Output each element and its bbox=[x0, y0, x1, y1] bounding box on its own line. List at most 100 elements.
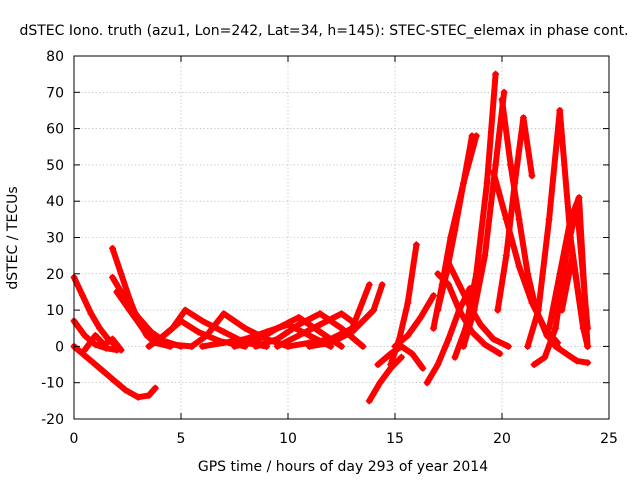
series-line bbox=[392, 292, 437, 350]
y-tick-label: 10 bbox=[46, 303, 64, 319]
data-point bbox=[483, 179, 491, 187]
data-point bbox=[87, 310, 95, 318]
data-point bbox=[188, 342, 196, 350]
y-tick-label: 60 bbox=[46, 122, 64, 138]
data-point bbox=[96, 364, 104, 372]
data-point bbox=[295, 332, 303, 340]
data-point bbox=[220, 339, 228, 347]
data-point bbox=[81, 332, 89, 340]
data-point bbox=[374, 361, 382, 369]
data-point bbox=[545, 324, 553, 332]
data-point bbox=[109, 244, 117, 252]
data-point bbox=[556, 270, 564, 278]
x-tick-label: 10 bbox=[279, 431, 297, 447]
data-point bbox=[391, 342, 399, 350]
data-point bbox=[575, 194, 583, 202]
series-15 bbox=[305, 281, 386, 350]
series-line bbox=[71, 343, 159, 401]
data-point bbox=[500, 88, 508, 96]
data-point bbox=[365, 397, 373, 405]
data-point bbox=[138, 324, 146, 332]
x-tick-labels: 0 5 10 15 20 25 bbox=[70, 431, 618, 447]
data-point bbox=[145, 342, 153, 350]
series-33 bbox=[552, 342, 592, 367]
x-tick-label: 20 bbox=[493, 431, 511, 447]
data-point bbox=[91, 332, 99, 340]
data-point bbox=[156, 335, 164, 343]
data-point bbox=[451, 226, 459, 234]
data-point bbox=[404, 299, 412, 307]
data-point bbox=[151, 384, 159, 392]
data-point bbox=[556, 106, 564, 114]
data-point bbox=[220, 310, 228, 318]
x-tick-label: 25 bbox=[600, 431, 618, 447]
series-line bbox=[366, 354, 405, 404]
data-point bbox=[502, 252, 510, 260]
data-point bbox=[584, 359, 592, 367]
data-point bbox=[477, 321, 485, 329]
data-point bbox=[445, 335, 452, 343]
series-line bbox=[552, 343, 591, 366]
data-point bbox=[445, 259, 452, 267]
x-axis-label: GPS time / hours of day 293 of year 2014 bbox=[198, 459, 488, 475]
series-26 bbox=[459, 88, 508, 350]
data-point bbox=[295, 321, 303, 329]
data-point bbox=[412, 241, 420, 249]
series-3 bbox=[81, 332, 125, 354]
data-point bbox=[370, 306, 378, 314]
data-point bbox=[113, 288, 121, 296]
data-point bbox=[489, 335, 497, 343]
data-point bbox=[109, 335, 117, 343]
data-point bbox=[198, 317, 206, 325]
data-point bbox=[530, 361, 538, 369]
data-point bbox=[404, 332, 412, 340]
data-point bbox=[534, 306, 542, 314]
y-tick-label: 50 bbox=[46, 158, 64, 174]
data-point bbox=[481, 252, 489, 260]
series-22 bbox=[434, 132, 476, 314]
data-point bbox=[198, 342, 206, 350]
data-point bbox=[489, 168, 497, 176]
series-29 bbox=[494, 114, 536, 314]
y-tick-label: 70 bbox=[46, 85, 64, 101]
data-point bbox=[451, 353, 459, 361]
data-point bbox=[79, 292, 87, 300]
data-point bbox=[316, 328, 324, 336]
data-point bbox=[579, 324, 587, 332]
series-line bbox=[558, 252, 591, 350]
data-point bbox=[121, 386, 129, 394]
data-point bbox=[496, 350, 504, 358]
data-series bbox=[70, 70, 592, 405]
data-point bbox=[273, 342, 281, 350]
series-25 bbox=[451, 70, 500, 361]
data-point bbox=[459, 342, 467, 350]
chart-title: dSTEC Iono. truth (azu1, Lon=242, Lat=34… bbox=[19, 23, 628, 39]
data-point bbox=[194, 328, 202, 336]
y-tick-label: 40 bbox=[46, 194, 64, 210]
series-line bbox=[434, 132, 475, 314]
data-point bbox=[515, 263, 523, 271]
data-point bbox=[562, 350, 570, 358]
x-tick-label: 0 bbox=[70, 431, 79, 447]
data-point bbox=[348, 328, 356, 336]
data-point bbox=[566, 215, 574, 223]
data-point bbox=[126, 306, 134, 314]
data-point bbox=[284, 342, 292, 350]
grid-lines bbox=[73, 55, 610, 420]
data-point bbox=[378, 281, 386, 289]
data-point bbox=[305, 342, 313, 350]
data-point bbox=[430, 292, 438, 300]
series-0 bbox=[70, 342, 159, 401]
data-point bbox=[100, 341, 108, 349]
data-point bbox=[81, 346, 89, 354]
data-point bbox=[109, 375, 117, 383]
data-point bbox=[273, 324, 281, 332]
data-point bbox=[220, 328, 228, 336]
data-point bbox=[338, 310, 345, 318]
data-point bbox=[241, 324, 249, 332]
data-point bbox=[168, 341, 176, 349]
data-point bbox=[419, 364, 427, 372]
data-point bbox=[584, 342, 592, 350]
data-point bbox=[470, 306, 478, 314]
data-point bbox=[423, 379, 431, 387]
